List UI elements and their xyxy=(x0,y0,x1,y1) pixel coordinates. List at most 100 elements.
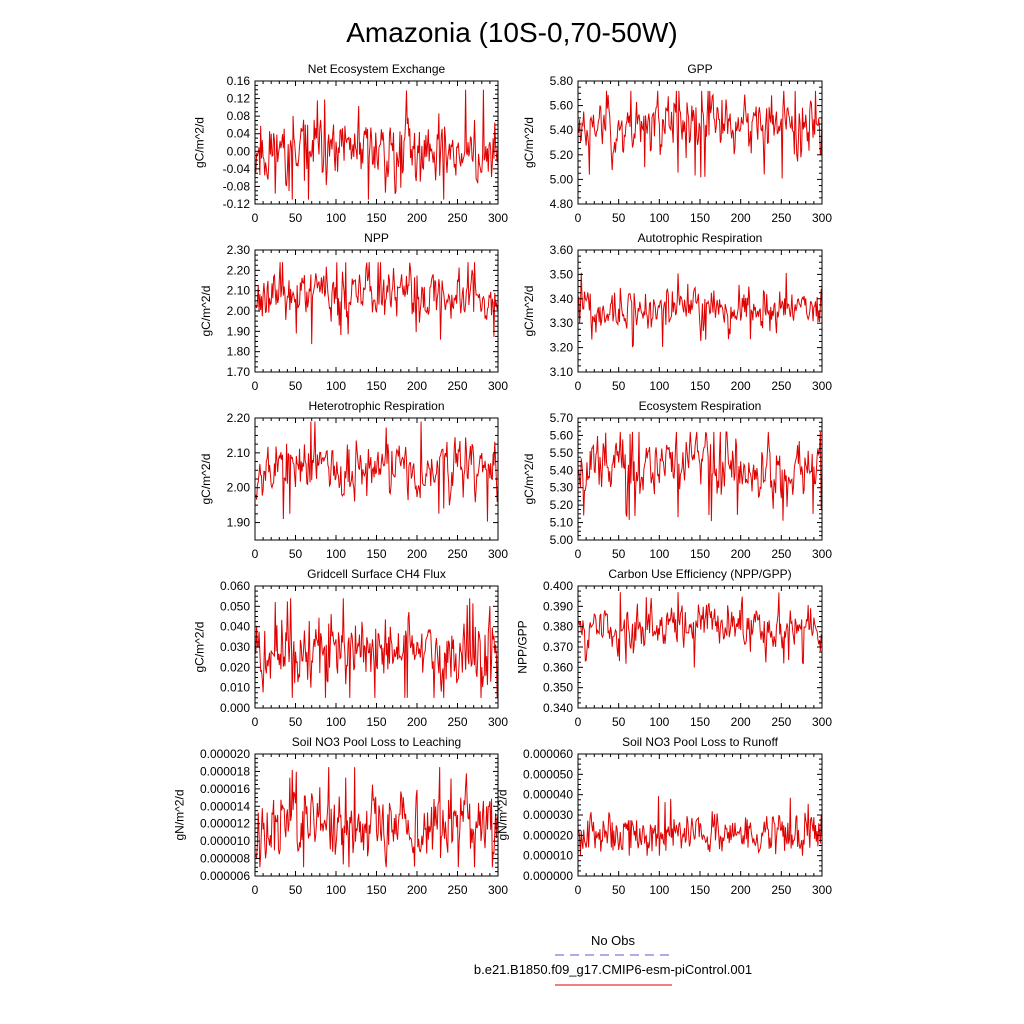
y-tick-label: 2.10 xyxy=(227,446,251,460)
y-tick-label: 2.00 xyxy=(227,481,251,495)
plot-frame xyxy=(577,753,823,877)
x-tick-label: 150 xyxy=(690,211,710,225)
x-tick-label: 100 xyxy=(326,211,346,225)
y-tick-label: 0.000010 xyxy=(200,834,250,848)
chart-panel-10: 0 50 100 150 200 250 300 0.000000 0.000010 0.0000… xyxy=(495,735,832,897)
y-tick-label: 2.20 xyxy=(227,411,251,425)
x-tick-label: 0 xyxy=(575,715,582,729)
y-axis-label: gC/m^2/d xyxy=(199,286,213,337)
chart-panel-1: 0 50 100 150 200 250 300 -0.12 -0.08 -0.04 0.00 0.0… xyxy=(193,62,509,225)
y-tick-label: 0.000012 xyxy=(200,817,250,831)
y-tick-label: 1.80 xyxy=(227,345,251,359)
y-tick-label: 0.000020 xyxy=(200,747,250,761)
x-tick-label: 100 xyxy=(649,211,669,225)
y-tick-label: 5.20 xyxy=(550,148,574,162)
x-tick-label: 150 xyxy=(690,883,710,897)
series-line xyxy=(578,431,823,522)
y-axis-label: gC/m^2/d xyxy=(522,286,536,337)
panel-title: GPP xyxy=(687,62,712,76)
figure-title: Amazonia (10S-0,70-50W) xyxy=(346,17,677,48)
panel-title: Gridcell Surface CH4 Flux xyxy=(307,567,446,581)
x-tick-label: 300 xyxy=(812,379,832,393)
y-tick-label: 0.340 xyxy=(543,701,573,715)
x-tick-label: 0 xyxy=(575,211,582,225)
y-tick-label: 5.70 xyxy=(550,411,574,425)
y-axis-label: gC/m^2/d xyxy=(522,454,536,505)
panel-title: Ecosystem Respiration xyxy=(639,399,762,413)
x-tick-label: 250 xyxy=(447,379,467,393)
y-tick-label: 0.000014 xyxy=(200,799,250,813)
y-axis-label: NPP/GPP xyxy=(516,620,530,673)
y-tick-label: 2.10 xyxy=(227,284,251,298)
series-line xyxy=(255,262,499,345)
panel-title: Heterotrophic Respiration xyxy=(308,399,444,413)
panel-title: Carbon Use Efficiency (NPP/GPP) xyxy=(608,567,791,581)
x-tick-label: 0 xyxy=(575,379,582,393)
x-tick-label: 200 xyxy=(731,715,751,729)
x-tick-label: 150 xyxy=(690,547,710,561)
chart-panel-4: 0 50 100 150 200 250 300 3.10 3.20 3.30 3.40 3.50 3.… xyxy=(522,231,832,393)
x-tick-label: 200 xyxy=(407,547,427,561)
y-tick-label: 0.000008 xyxy=(200,852,250,866)
x-tick-label: 300 xyxy=(812,715,832,729)
x-tick-label: 100 xyxy=(649,715,669,729)
x-tick-label: 150 xyxy=(690,379,710,393)
x-tick-label: 0 xyxy=(252,715,259,729)
legend-label-model: b.e21.B1850.f09_g17.CMIP6-esm-piControl.… xyxy=(474,962,752,977)
x-tick-label: 150 xyxy=(366,883,386,897)
x-tick-label: 200 xyxy=(731,883,751,897)
x-tick-label: 50 xyxy=(289,211,303,225)
y-tick-label: 3.10 xyxy=(550,365,574,379)
series-line xyxy=(255,421,499,522)
panel-title: Net Ecosystem Exchange xyxy=(308,62,446,76)
y-tick-label: 0.12 xyxy=(227,92,251,106)
y-tick-label: 0.000 xyxy=(220,701,250,715)
x-tick-label: 0 xyxy=(575,883,582,897)
y-tick-label: 0.370 xyxy=(543,640,573,654)
x-tick-label: 250 xyxy=(771,211,791,225)
x-tick-label: 0 xyxy=(575,547,582,561)
y-tick-label: -0.08 xyxy=(223,179,251,193)
chart-panel-6: 0 50 100 150 200 250 300 5.00 5.10 5.20 5.30 5.40 5.… xyxy=(522,399,832,561)
y-tick-label: 0.020 xyxy=(220,660,250,674)
y-tick-label: 0.390 xyxy=(543,599,573,613)
y-tick-label: 0.000016 xyxy=(200,782,250,796)
y-tick-label: 0.000020 xyxy=(523,828,573,842)
x-tick-label: 150 xyxy=(366,379,386,393)
y-tick-label: 0.030 xyxy=(220,640,250,654)
x-tick-label: 300 xyxy=(812,547,832,561)
chart-panel-5: 0 50 100 150 200 250 300 1.90 2.00 2.10 2.20 Hetero… xyxy=(199,399,508,561)
x-tick-label: 250 xyxy=(447,211,467,225)
chart-panel-3: 0 50 100 150 200 250 300 1.70 1.80 1.90 2.00 2.10 2.… xyxy=(199,231,508,393)
x-tick-label: 250 xyxy=(771,379,791,393)
y-tick-label: 5.40 xyxy=(550,463,574,477)
y-tick-label: 1.90 xyxy=(227,324,251,338)
y-tick-label: 0.350 xyxy=(543,681,573,695)
x-tick-label: 200 xyxy=(731,211,751,225)
y-tick-label: 0.000006 xyxy=(200,869,250,883)
panel-grid: 0 50 100 150 200 250 300 -0.12 -0.08 -0.04 0.00 0.0… xyxy=(172,62,832,897)
x-tick-label: 100 xyxy=(326,715,346,729)
x-tick-label: 300 xyxy=(488,211,508,225)
chart-panel-8: 0 50 100 150 200 250 300 0.340 0.350 0.360 0.370 0.… xyxy=(516,567,833,729)
y-tick-label: 0.000018 xyxy=(200,764,250,778)
x-tick-label: 100 xyxy=(649,547,669,561)
y-tick-label: 0.040 xyxy=(220,620,250,634)
y-tick-label: 3.40 xyxy=(550,292,574,306)
x-tick-label: 100 xyxy=(649,379,669,393)
panel-title: NPP xyxy=(364,231,389,245)
y-tick-label: 0.050 xyxy=(220,599,250,613)
y-axis-label: gC/m^2/d xyxy=(522,117,536,168)
y-tick-label: 1.70 xyxy=(227,365,251,379)
y-tick-label: 2.00 xyxy=(227,304,251,318)
x-tick-label: 50 xyxy=(289,883,303,897)
y-tick-label: 5.60 xyxy=(550,428,574,442)
y-tick-label: 5.30 xyxy=(550,481,574,495)
x-tick-label: 50 xyxy=(289,715,303,729)
x-tick-label: 300 xyxy=(488,547,508,561)
y-axis-label: gN/m^2/d xyxy=(172,790,186,841)
y-tick-label: 0.000010 xyxy=(523,849,573,863)
x-tick-label: 200 xyxy=(731,547,751,561)
legend: No Obs b.e21.B1850.f09_g17.CMIP6-esm-piC… xyxy=(474,933,752,986)
